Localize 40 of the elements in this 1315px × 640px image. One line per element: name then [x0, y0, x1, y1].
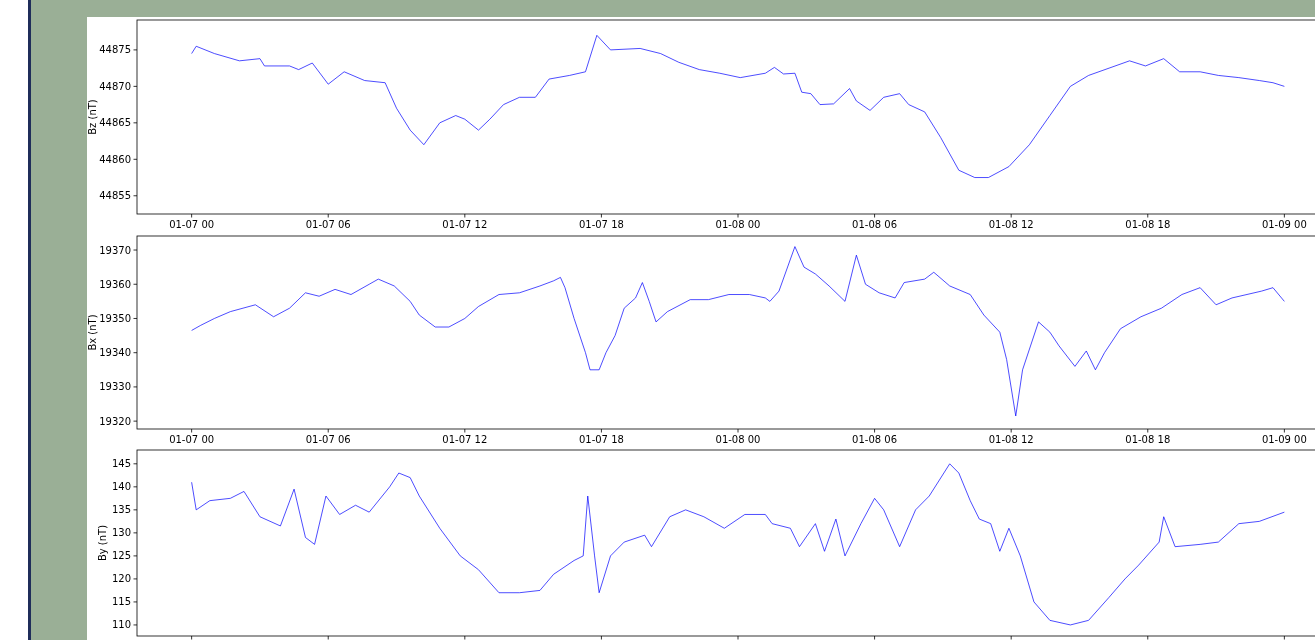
x-tick-label: 01-07 18: [578, 219, 624, 230]
y-tick-label: 44860: [99, 153, 131, 165]
x-tick-label: 01-07 12: [442, 434, 488, 445]
x-tick-label: 01-08 12: [988, 219, 1034, 230]
y-tick-label: 115: [111, 596, 131, 608]
y-tick-label: 130: [111, 527, 131, 539]
x-tick-label: 01-07 18: [578, 434, 624, 445]
x-tick-label: 01-07 06: [305, 434, 351, 445]
y-axis-title: By (nT): [97, 524, 108, 562]
y-tick-label: 44855: [99, 190, 131, 202]
y-tick-label: 19370: [99, 244, 131, 256]
x-tick-label: 01-08 00: [715, 219, 761, 230]
y-tick-label: 19360: [99, 278, 131, 290]
y-tick-label: 19340: [99, 347, 131, 359]
x-tick-label: 01-08 12: [988, 434, 1034, 445]
x-tick-label: 01-07 12: [442, 219, 488, 230]
x-tick-label: 01-07 00: [169, 219, 215, 230]
y-tick-label: 44875: [99, 44, 131, 56]
y-tick-label: 120: [111, 573, 131, 585]
y-tick-label: 44870: [99, 80, 131, 92]
x-tick-label: 01-08 06: [852, 219, 898, 230]
x-tick-label: 01-08 18: [1125, 219, 1171, 230]
y-axis-title: Bz (nT): [87, 99, 98, 135]
y-tick-label: 19320: [99, 415, 131, 427]
y-tick-label: 44865: [99, 117, 131, 129]
y-tick-label: 140: [111, 481, 131, 493]
x-tick-label: 01-09 00: [1261, 219, 1307, 230]
y-tick-label: 19330: [99, 381, 131, 393]
y-tick-label: 19350: [99, 312, 131, 324]
x-tick-label: 01-09 00: [1261, 434, 1307, 445]
y-tick-label: 145: [111, 458, 131, 470]
y-axis-title: Bx (nT): [87, 314, 98, 351]
y-tick-label: 110: [111, 619, 131, 631]
x-tick-label: 01-07 00: [169, 434, 215, 445]
x-tick-label: 01-08 00: [715, 434, 761, 445]
y-tick-label: 125: [111, 550, 131, 562]
y-tick-label: 135: [111, 504, 131, 516]
x-tick-label: 01-07 06: [305, 219, 351, 230]
x-tick-label: 01-08 18: [1125, 434, 1171, 445]
x-tick-label: 01-08 06: [852, 434, 898, 445]
